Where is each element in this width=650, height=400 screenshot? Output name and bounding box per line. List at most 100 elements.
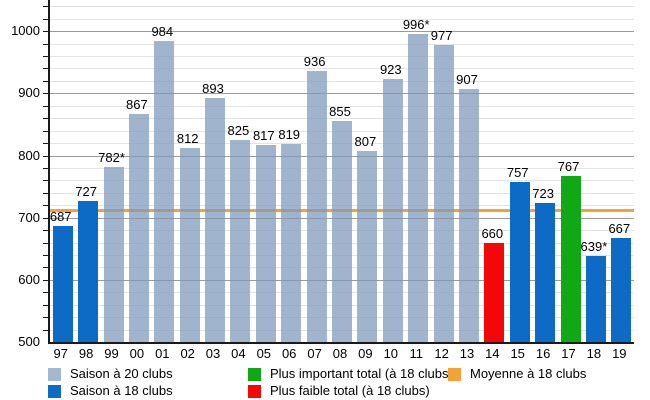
y-tick-720 xyxy=(43,205,48,207)
x-tick-label-11: 11 xyxy=(409,346,423,361)
bar-02 xyxy=(179,148,200,342)
y-tick-label-800: 800 xyxy=(18,147,40,163)
bar-value-14: 660 xyxy=(481,225,504,241)
bar-value-15: 757 xyxy=(506,165,529,181)
y-tick-900 xyxy=(43,93,48,95)
season18-swatch xyxy=(48,384,61,398)
average-swatch xyxy=(448,367,461,381)
y-tick-640 xyxy=(43,254,48,256)
bar-value-08: 855 xyxy=(329,104,351,120)
y-tick-820 xyxy=(43,143,48,144)
x-tick-label-10: 10 xyxy=(383,346,399,361)
gridline-major-900 xyxy=(50,93,634,95)
bar-97 xyxy=(52,225,73,342)
bar-value-09: 807 xyxy=(354,134,377,150)
y-tick-label-1000: 1000 xyxy=(11,23,40,39)
x-tick-label-01: 01 xyxy=(155,346,170,361)
bar-01 xyxy=(154,41,175,342)
y-tick-1040 xyxy=(43,6,48,8)
x-tick-label-98: 98 xyxy=(78,346,94,361)
legend-label: Plus important total (à 18 clubs) xyxy=(270,366,453,381)
x-tick-label-19: 19 xyxy=(612,346,627,361)
bar-00 xyxy=(128,113,149,342)
x-tick-label-12: 12 xyxy=(434,346,449,361)
x-tick-label-97: 97 xyxy=(53,346,68,361)
x-tick-label-02: 02 xyxy=(180,346,195,361)
plot-area xyxy=(43,0,634,344)
bar-value-04: 825 xyxy=(227,122,250,138)
gridline-minor-920 xyxy=(50,80,634,82)
x-tick-label-06: 06 xyxy=(281,346,297,361)
bar-05 xyxy=(255,144,276,342)
gridline-minor-960 xyxy=(50,56,634,57)
legend-item-lowest-total: Plus faible total (à 18 clubs) xyxy=(248,384,430,398)
legend-label: Saison à 20 clubs xyxy=(70,366,173,381)
x-tick-label-00: 00 xyxy=(129,346,145,361)
x-tick-label-99: 99 xyxy=(104,346,119,361)
x-tick-label-14: 14 xyxy=(485,346,500,361)
gridline-minor-940 xyxy=(50,68,634,70)
y-tick-980 xyxy=(43,43,48,45)
bar-06 xyxy=(281,143,302,342)
y-tick-620 xyxy=(43,267,48,269)
y-tick-580 xyxy=(43,292,48,294)
bar-03 xyxy=(205,97,225,342)
bar-value-03: 893 xyxy=(202,80,224,96)
bar-98 xyxy=(78,200,99,342)
bar-19 xyxy=(611,238,632,342)
gridline-major-1000 xyxy=(50,31,634,33)
bar-07 xyxy=(306,70,327,342)
y-tick-1000 xyxy=(43,31,48,33)
x-tick-label-03: 03 xyxy=(205,346,221,361)
bar-value-07: 936 xyxy=(303,53,326,69)
legend-label: Plus faible total (à 18 clubs) xyxy=(270,383,430,398)
x-tick-label-16: 16 xyxy=(535,346,551,361)
y-tick-520 xyxy=(43,329,48,331)
lowest-total-swatch xyxy=(248,384,261,398)
y-tick-600 xyxy=(43,279,48,281)
y-tick-960 xyxy=(43,56,48,57)
bar-value-97: 687 xyxy=(49,208,72,224)
bar-99 xyxy=(103,166,124,342)
x-tick-label-15: 15 xyxy=(510,346,525,361)
x-tick-label-13: 13 xyxy=(459,346,475,361)
bar-value-11: 996* xyxy=(402,16,430,32)
x-tick-label-09: 09 xyxy=(358,346,373,361)
bar-14 xyxy=(484,242,505,342)
x-tick-label-04: 04 xyxy=(231,346,246,361)
legend-item-season-20-clubs: Saison à 20 clubs xyxy=(48,367,173,381)
y-tick-560 xyxy=(43,304,48,306)
legend-item-average: Moyenne à 18 clubs xyxy=(448,367,586,381)
y-tick-940 xyxy=(43,68,48,70)
bar-09 xyxy=(357,151,378,342)
bar-value-12: 977 xyxy=(430,28,453,44)
y-tick-540 xyxy=(43,317,48,319)
gridline-minor-1040 xyxy=(50,6,634,8)
bar-value-00: 867 xyxy=(126,96,148,112)
x-tick-label-07: 07 xyxy=(307,346,322,361)
bar-value-01: 984 xyxy=(151,24,174,39)
x-tick-label-18: 18 xyxy=(586,346,602,361)
bar-value-13: 907 xyxy=(456,71,478,87)
bar-12 xyxy=(433,45,454,342)
bar-value-19: 667 xyxy=(608,221,631,237)
y-tick-760 xyxy=(43,180,48,182)
bar-10 xyxy=(382,79,403,342)
bar-13 xyxy=(459,88,479,342)
y-tick-680 xyxy=(43,230,48,232)
legend-item-highest-total: Plus important total (à 18 clubs) xyxy=(248,367,453,381)
bar-value-06: 819 xyxy=(278,126,301,142)
gridline-minor-980 xyxy=(50,43,634,45)
bar-15 xyxy=(509,182,530,342)
legend-label: Saison à 18 clubs xyxy=(70,383,173,398)
gridline-minor-860 xyxy=(50,118,634,120)
bar-17 xyxy=(560,176,581,342)
season20-swatch xyxy=(48,367,61,381)
bar-value-17: 767 xyxy=(557,159,580,174)
y-tick-780 xyxy=(43,167,48,169)
y-tick-label-500: 500 xyxy=(18,334,40,349)
bar-value-99: 782* xyxy=(98,149,125,165)
x-tick-label-08: 08 xyxy=(332,346,348,361)
y-tick-740 xyxy=(43,192,48,194)
